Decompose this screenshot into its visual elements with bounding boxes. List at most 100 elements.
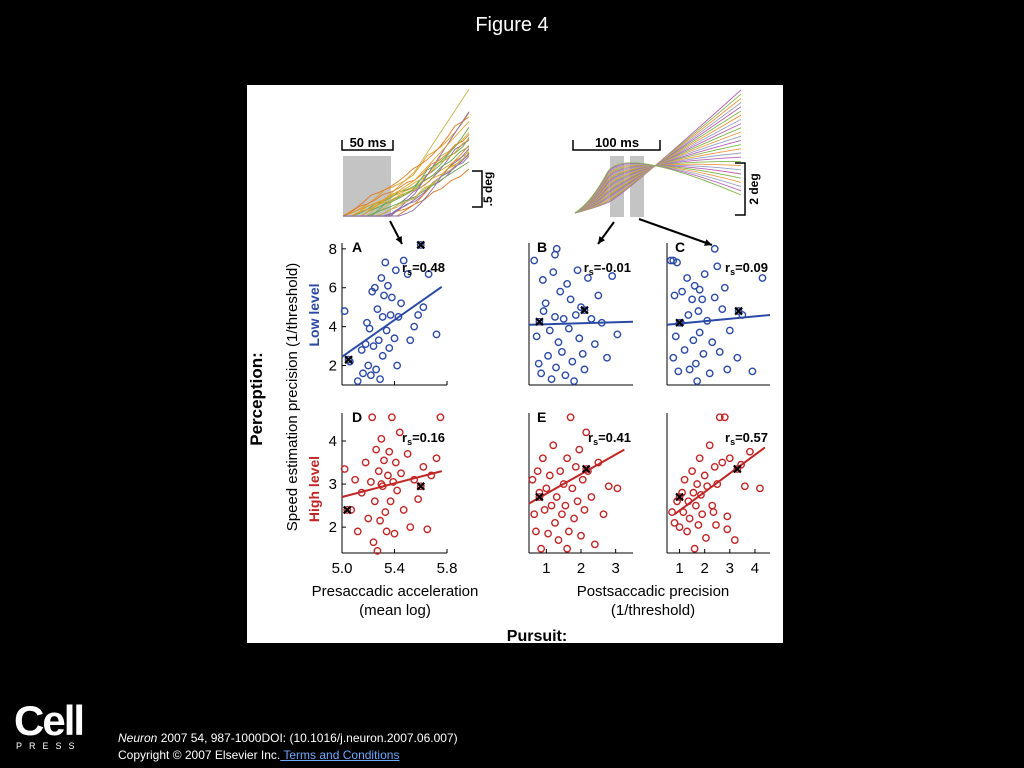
x-mark (535, 492, 544, 502)
data-point (340, 307, 349, 315)
data-point (393, 361, 402, 370)
data-point (671, 332, 680, 341)
data-point (599, 510, 608, 519)
data-point (368, 413, 377, 422)
time-scale-bar (572, 140, 661, 151)
panel-label: E (537, 409, 546, 425)
position-scale-bar (735, 162, 746, 216)
position-scale-label: 2 deg (747, 173, 761, 204)
x-axis-title-left: Presaccadic acceleration (312, 583, 479, 600)
x-mark (733, 464, 742, 474)
data-point (730, 536, 739, 544)
data-point (715, 413, 724, 422)
highlight-point (535, 317, 544, 326)
x-mark (535, 317, 544, 327)
data-point (590, 540, 599, 549)
data-point (395, 428, 404, 437)
data-point (558, 510, 566, 519)
data-point (376, 375, 384, 384)
data-point (547, 501, 556, 510)
data-point (689, 336, 698, 345)
correlation-label: rs=0.41 (588, 430, 631, 447)
highlight-point (675, 493, 684, 501)
data-point (584, 274, 592, 282)
data-point (668, 508, 676, 516)
data-point (723, 365, 732, 374)
data-point (353, 377, 362, 386)
data-point (718, 458, 727, 467)
data-point (380, 291, 388, 300)
data-point (382, 326, 391, 335)
data-point (391, 458, 400, 467)
data-point (570, 514, 578, 523)
data-point (587, 314, 596, 323)
data-point (387, 413, 396, 422)
x-mark (344, 355, 353, 364)
highlight-point (344, 355, 353, 364)
data-point (566, 413, 575, 422)
data-point (694, 521, 703, 529)
data-point (561, 501, 570, 510)
data-point (725, 454, 734, 463)
data-point (378, 313, 387, 321)
data-point (537, 544, 546, 553)
data-point (571, 311, 580, 319)
data-point (683, 527, 691, 536)
data-point (685, 365, 694, 374)
data-point (551, 313, 559, 321)
slide-title: Figure 4 (475, 14, 549, 36)
data-point (386, 497, 395, 506)
data-point (563, 544, 572, 553)
data-point (377, 434, 386, 443)
data-point (578, 475, 587, 484)
correlation-label: rs=0.09 (725, 260, 768, 277)
data-point (575, 334, 584, 343)
figure-svg: rs=0.48 Ars=-0.01 Brs=0.09 Crs=0.16 Drs=0.41… (247, 89, 771, 643)
citation-rest: 2007 54, 987-1000DOI: (10.1016/j.neuron.… (157, 731, 458, 745)
data-point (551, 250, 559, 259)
data-point (364, 514, 373, 523)
data-point (373, 305, 382, 314)
data-point (582, 428, 591, 437)
eye-trace (343, 139, 470, 217)
perception-label: Perception: (247, 352, 266, 446)
data-point (733, 353, 742, 362)
scatter-panel: rs=0.09 C (666, 239, 771, 386)
high-level-label: High level (306, 456, 322, 522)
data-point (385, 447, 394, 456)
data-point (391, 266, 400, 275)
x-tick-label: 1 (542, 560, 550, 577)
highlight-point (416, 241, 425, 249)
citation: Neuron 2007 54, 987-1000DOI: (10.1016/j.… (118, 731, 458, 745)
eye-trace (343, 152, 470, 217)
data-point (432, 330, 441, 339)
eye-trace (342, 134, 470, 217)
data-point (715, 348, 724, 356)
data-point (580, 506, 589, 514)
data-point (691, 359, 700, 368)
data-point (382, 527, 391, 536)
terms-link[interactable]: Terms and Conditions (280, 748, 400, 762)
data-point (370, 497, 379, 506)
x-tick-label: 2 (701, 560, 709, 577)
data-point (709, 508, 718, 516)
data-point (710, 293, 719, 302)
eye-trace (342, 116, 470, 217)
data-point (539, 307, 548, 315)
y-tick-label: 6 (329, 280, 337, 297)
data-point (406, 336, 415, 345)
data-point (544, 351, 552, 360)
x-tick-label: 3 (726, 560, 734, 577)
data-point (725, 326, 734, 335)
data-point (552, 363, 560, 372)
data-point (587, 493, 596, 501)
data-point (700, 471, 709, 480)
x-mark (342, 505, 352, 515)
regression-line (341, 285, 443, 358)
data-point (688, 295, 697, 304)
data-point (542, 484, 551, 493)
data-point (689, 488, 698, 497)
data-point (713, 262, 722, 271)
data-point (386, 311, 395, 319)
